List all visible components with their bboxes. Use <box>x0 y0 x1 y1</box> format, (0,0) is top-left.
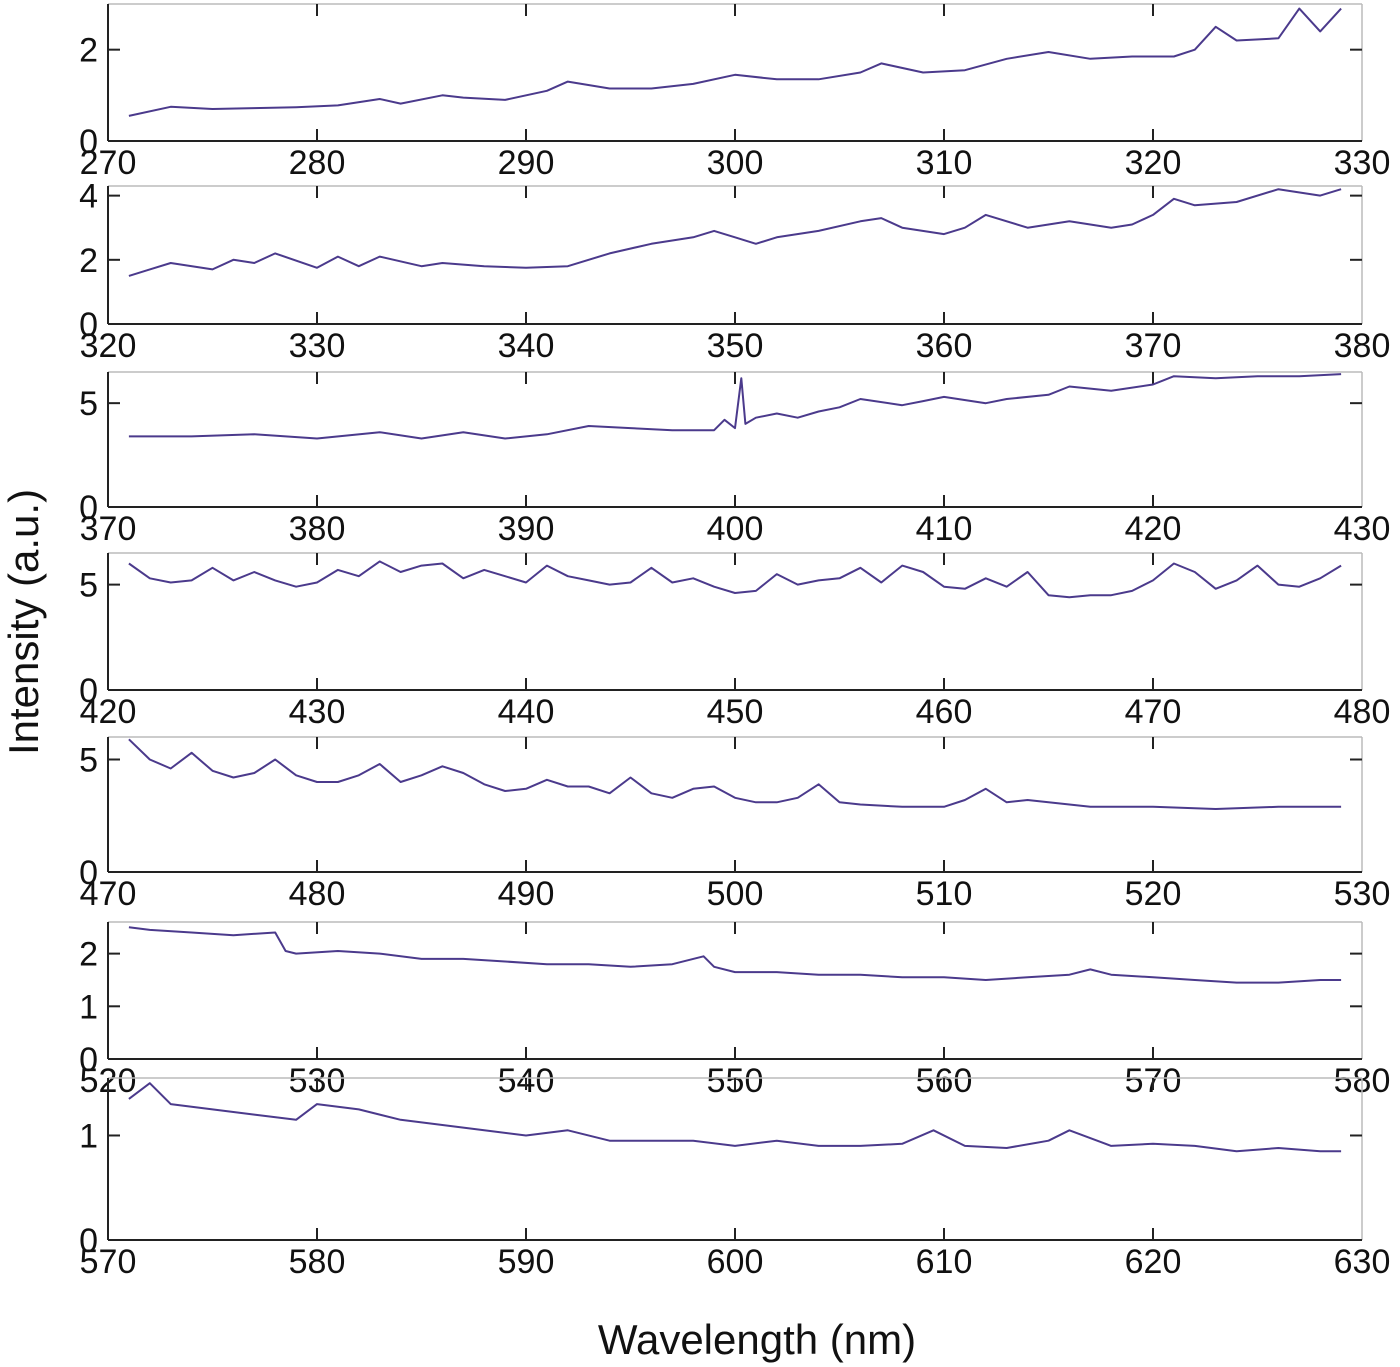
x-axis-title: Wavelength (nm) <box>598 1316 916 1363</box>
y-tick-label: 0 <box>79 1041 98 1079</box>
y-tick-label: 0 <box>79 1222 98 1260</box>
y-tick-label: 1 <box>79 988 98 1026</box>
x-tick-label: 570 <box>80 1243 137 1281</box>
x-tick-label: 520 <box>1125 875 1182 913</box>
x-tick-label: 610 <box>916 1243 973 1281</box>
x-tick-label: 320 <box>80 327 137 365</box>
x-tick-label: 600 <box>707 1243 764 1281</box>
y-tick-label: 0 <box>79 123 98 161</box>
x-tick-label: 380 <box>1334 327 1391 365</box>
x-tick-label: 430 <box>1334 510 1391 548</box>
x-tick-label: 370 <box>1125 327 1182 365</box>
x-tick-label: 500 <box>707 875 764 913</box>
x-tick-label: 480 <box>289 875 346 913</box>
panel-3: 370 380 390 400 410 420 430 0 5 <box>79 371 1391 548</box>
panel-1: 270 280 290 300 310 320 330 0 2 <box>79 3 1391 182</box>
x-tick-label: 420 <box>1125 510 1182 548</box>
x-tick-label: 620 <box>1125 1243 1182 1281</box>
spectrum-line <box>128 1082 1342 1153</box>
x-tick-label: 270 <box>80 144 137 182</box>
x-tick-label: 470 <box>1125 693 1182 731</box>
spectrum-line <box>128 373 1342 440</box>
x-tick-label: 470 <box>80 875 137 913</box>
spectrum-line <box>128 7 1342 117</box>
y-tick-label: 2 <box>79 936 98 974</box>
x-tick-label: 430 <box>289 693 346 731</box>
x-tick-label: 280 <box>289 144 346 182</box>
x-tick-label: 380 <box>289 510 346 548</box>
x-tick-label: 490 <box>498 875 555 913</box>
y-tick-label: 4 <box>79 178 98 216</box>
y-tick-label: 1 <box>79 1117 98 1155</box>
x-tick-label: 390 <box>498 510 555 548</box>
x-tick-label: 420 <box>80 693 137 731</box>
x-tick-label: 350 <box>707 327 764 365</box>
spectrum-line <box>128 926 1342 984</box>
x-tick-label: 310 <box>916 144 973 182</box>
x-tick-label: 580 <box>289 1243 346 1281</box>
y-tick-label: 0 <box>79 854 98 892</box>
x-tick-label: 290 <box>498 144 555 182</box>
x-tick-label: 330 <box>1334 144 1391 182</box>
x-tick-label: 370 <box>80 510 137 548</box>
x-tick-label: 400 <box>707 510 764 548</box>
spectrum-line <box>128 560 1342 599</box>
spectrum-line <box>128 188 1342 277</box>
y-axis-title: Intensity (a.u.) <box>0 489 47 755</box>
x-tick-label: 440 <box>498 693 555 731</box>
chart-panels: 270 280 290 300 310 320 330 0 2 320 330 340 350 360 37… <box>79 3 1391 1281</box>
x-tick-label: 340 <box>498 327 555 365</box>
panel-4: 420 430 440 450 460 470 480 0 5 <box>79 552 1391 731</box>
x-tick-label: 300 <box>707 144 764 182</box>
x-tick-label: 530 <box>1334 875 1391 913</box>
y-tick-label: 5 <box>79 385 98 423</box>
panel-7: 570 580 590 600 610 620 630 0 1 <box>79 1077 1391 1281</box>
y-tick-label: 5 <box>79 567 98 605</box>
x-tick-label: 330 <box>289 327 346 365</box>
x-tick-label: 360 <box>916 327 973 365</box>
x-tick-label: 410 <box>916 510 973 548</box>
y-tick-label: 0 <box>79 672 98 710</box>
y-tick-label: 0 <box>79 306 98 344</box>
y-tick-label: 2 <box>79 32 98 70</box>
x-tick-label: 460 <box>916 693 973 731</box>
y-tick-label: 5 <box>79 742 98 780</box>
panel-2: 320 330 340 350 360 370 380 0 2 4 <box>79 178 1390 365</box>
y-tick-label: 2 <box>79 242 98 280</box>
y-tick-label: 0 <box>79 489 98 527</box>
spectrum-line <box>128 738 1342 810</box>
panel-5: 470 480 490 500 510 520 530 0 5 <box>79 736 1391 913</box>
x-tick-label: 320 <box>1125 144 1182 182</box>
x-tick-label: 590 <box>498 1243 555 1281</box>
x-tick-label: 630 <box>1334 1243 1391 1281</box>
x-tick-label: 510 <box>916 875 973 913</box>
x-tick-label: 450 <box>707 693 764 731</box>
x-tick-label: 480 <box>1334 693 1391 731</box>
